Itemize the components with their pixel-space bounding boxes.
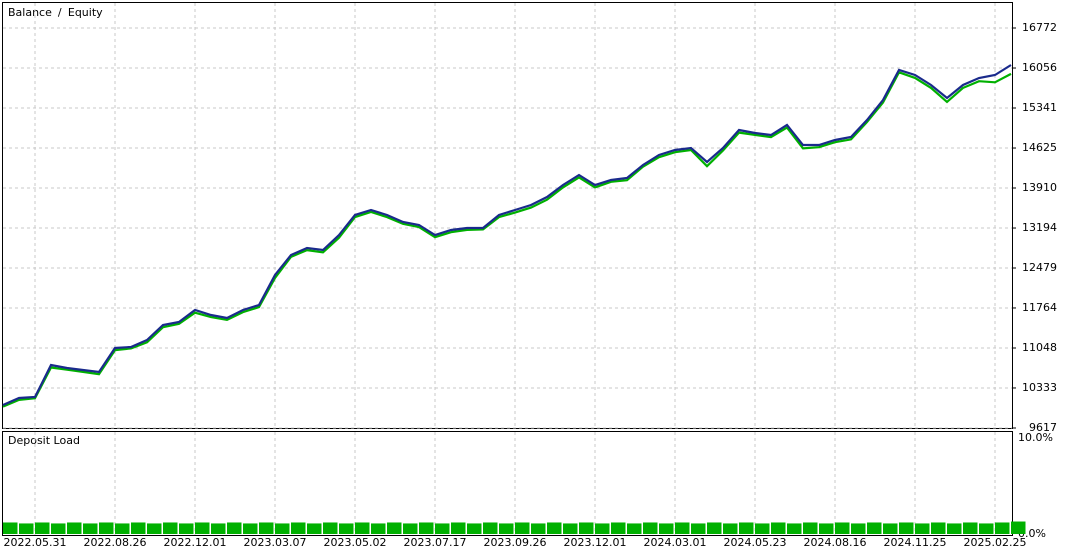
y-tick-label: 11764 [1022, 301, 1057, 314]
bar [499, 523, 514, 534]
bar [979, 523, 994, 534]
bar [611, 522, 626, 534]
x-tick-label: 2023.07.17 [404, 536, 467, 548]
bar [563, 523, 578, 534]
legend: Balance / Equity [8, 6, 103, 19]
x-tick-label: 2022.05.31 [4, 536, 67, 548]
y-tick-label: 9617 [1029, 421, 1057, 434]
x-tick-label: 2024.11.25 [884, 536, 947, 548]
bar [643, 522, 658, 534]
legend-entry: Equity [68, 6, 103, 19]
bar [195, 522, 210, 534]
legend-entry: Balance [8, 6, 52, 19]
y-tick-label: 16772 [1022, 21, 1057, 34]
bar [355, 522, 370, 534]
bar [147, 523, 162, 534]
bar [323, 522, 338, 534]
bar [179, 523, 194, 534]
legend-separator: / [58, 6, 62, 19]
bar [723, 523, 738, 534]
bar [931, 522, 946, 534]
bar [339, 523, 354, 534]
bar [739, 522, 754, 534]
x-tick-label: 2025.02.25 [964, 536, 1027, 548]
x-tick-label: 2022.08.26 [84, 536, 147, 548]
bar [83, 523, 98, 534]
bar [51, 523, 66, 534]
x-tick-label: 2022.12.01 [164, 536, 227, 548]
bar [947, 523, 962, 534]
y-tick-label: 12479 [1022, 261, 1057, 274]
bar [691, 523, 706, 534]
bar [547, 522, 562, 534]
bar [771, 522, 786, 534]
x-tick-label: 2023.05.02 [324, 536, 387, 548]
bar [835, 522, 850, 534]
x-tick-label: 2023.09.26 [484, 536, 547, 548]
bar [755, 523, 770, 534]
bar [259, 522, 274, 534]
series-line [2, 64, 1012, 407]
bar [99, 522, 114, 534]
bar [515, 522, 530, 534]
bar [451, 522, 466, 534]
bar [387, 522, 402, 534]
bar [595, 523, 610, 534]
bar [275, 523, 290, 534]
panel-title: Deposit Load [8, 434, 80, 447]
bar [467, 523, 482, 534]
x-tick-label: 2023.12.01 [564, 536, 627, 548]
y-tick-label: 14625 [1022, 141, 1057, 154]
bar [67, 522, 82, 534]
bar [371, 523, 386, 534]
bar [819, 523, 834, 534]
bar [1011, 521, 1026, 534]
bar [883, 523, 898, 534]
bar [787, 523, 802, 534]
y-tick-label: 10333 [1022, 381, 1057, 394]
bar [403, 523, 418, 534]
bar [899, 522, 914, 534]
bar [211, 523, 226, 534]
bar [659, 523, 674, 534]
bar [35, 522, 50, 534]
bar [915, 523, 930, 534]
bar [3, 522, 18, 534]
bar [867, 522, 882, 534]
deposit-frame [2, 431, 1013, 536]
bar [803, 522, 818, 534]
bar [707, 522, 722, 534]
bar [19, 523, 34, 534]
x-tick-label: 2024.05.23 [724, 536, 787, 548]
bar [131, 522, 146, 534]
bar [243, 523, 258, 534]
y-tick-label: 16056 [1022, 61, 1057, 74]
y-tick-label: 13194 [1022, 221, 1057, 234]
bar [163, 522, 178, 534]
bar [483, 522, 498, 534]
bar [115, 523, 130, 534]
bar [995, 522, 1010, 534]
bar [531, 523, 546, 534]
bar [963, 522, 978, 534]
bar [579, 522, 594, 534]
x-tick-label: 2023.03.07 [244, 536, 307, 548]
bar [851, 523, 866, 534]
y-tick-label: 10.0% [1018, 431, 1053, 444]
bar [419, 522, 434, 534]
y-tick-label: 15341 [1022, 101, 1057, 114]
x-tick-label: 2024.08.16 [804, 536, 867, 548]
bar [291, 522, 306, 534]
bar [627, 523, 642, 534]
bar [227, 522, 242, 534]
y-tick-label: 13910 [1022, 181, 1057, 194]
x-tick-label: 2024.03.01 [644, 536, 707, 548]
bar [675, 522, 690, 534]
bar [435, 523, 450, 534]
y-tick-label: 11048 [1022, 341, 1057, 354]
series-line [2, 70, 1012, 408]
bar [307, 523, 322, 534]
